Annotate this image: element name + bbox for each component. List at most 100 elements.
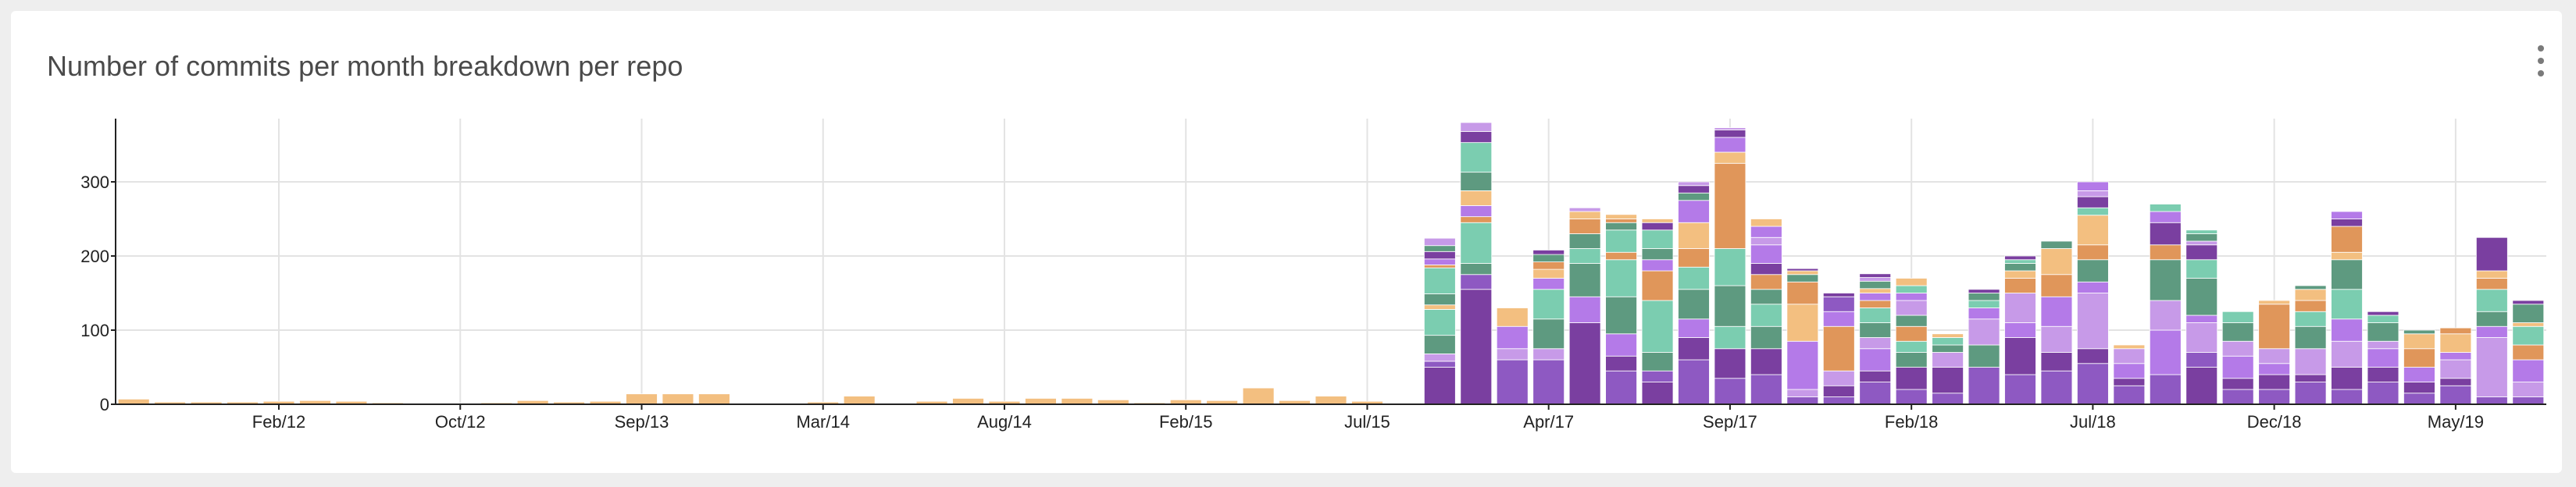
bar-segment xyxy=(1532,249,1565,255)
bar-segment xyxy=(1678,359,1710,405)
bar-segment xyxy=(2258,304,2291,350)
bar-segment xyxy=(1532,318,1565,350)
bar-segment xyxy=(2185,244,2218,261)
bar-segment xyxy=(1859,307,1892,323)
bar-segment xyxy=(1460,204,1493,218)
bar-segment xyxy=(1460,263,1493,275)
bar-segment xyxy=(2077,363,2109,405)
bar-segment xyxy=(1423,293,1456,306)
bar-segment xyxy=(2512,322,2545,327)
bar-segment xyxy=(1423,251,1456,260)
bar-segment xyxy=(1750,244,1782,264)
bar-segment xyxy=(1460,216,1493,223)
bar-segment xyxy=(2221,311,2254,323)
bar-segment xyxy=(2004,374,2036,405)
bar-segment xyxy=(1786,396,1819,405)
bar-segment xyxy=(1750,219,1782,227)
bar-segment xyxy=(2439,359,2472,379)
bar-segment xyxy=(1786,304,1819,342)
bar-segment xyxy=(1641,352,1674,371)
bar-segment xyxy=(1714,248,1746,286)
bar-segment xyxy=(1750,226,1782,238)
bar-segment xyxy=(1678,181,1710,187)
bar-segment xyxy=(2439,327,2472,335)
bar-segment xyxy=(1423,308,1456,336)
bar-segment xyxy=(2185,240,2218,246)
bar-segment xyxy=(2331,211,2363,219)
bar-segment xyxy=(1895,367,1928,390)
bar-segment xyxy=(1895,352,1928,368)
bar-segment xyxy=(1532,261,1565,270)
bar-segment xyxy=(1968,300,2000,308)
bar-segment xyxy=(2149,204,2182,212)
bar-segment xyxy=(1025,397,1057,405)
bar-segment xyxy=(2403,348,2435,368)
bar-segment xyxy=(1532,254,1565,263)
bar-segment xyxy=(1786,340,1819,390)
menu-dot xyxy=(2538,58,2544,64)
bar-segment xyxy=(2367,340,2399,350)
bar-segment xyxy=(1568,263,1601,297)
bar-segment xyxy=(1678,192,1710,201)
bar-segment xyxy=(1532,348,1565,361)
bar-segment xyxy=(2040,240,2073,249)
bar-segment xyxy=(1532,268,1565,279)
bar-segment xyxy=(2294,311,2327,327)
bar-segment xyxy=(1641,222,1674,231)
x-tick-label: Sep/13 xyxy=(615,412,669,432)
bar-segment xyxy=(1496,359,1529,405)
bar-segment xyxy=(1932,367,1964,394)
bar-segment xyxy=(843,396,876,405)
bar-segment xyxy=(1750,289,1782,305)
bar-segment xyxy=(1423,264,1456,268)
bar-segment xyxy=(1605,219,1637,223)
x-tick-label: Feb/18 xyxy=(1885,412,1939,432)
bar-segment xyxy=(2475,325,2508,338)
bar-segment xyxy=(2294,289,2327,301)
x-tick-label: Feb/12 xyxy=(252,412,306,432)
bar-segment xyxy=(2004,259,2036,264)
bar-segment xyxy=(2258,300,2291,305)
bar-segment xyxy=(1968,293,2000,301)
bar-segment xyxy=(1678,337,1710,361)
y-tick-label: 200 xyxy=(80,247,109,266)
bar-segment xyxy=(2475,289,2508,312)
bar-segment xyxy=(1605,214,1637,219)
bar-segment xyxy=(1750,236,1782,246)
bar-segment xyxy=(1605,229,1637,253)
bar-segment xyxy=(2258,363,2291,375)
bar-segment xyxy=(2077,244,2109,261)
bar-segment xyxy=(1641,259,1674,272)
bar-segment xyxy=(2077,293,2109,350)
bar-segment xyxy=(1568,322,1601,405)
bar-segment xyxy=(1714,348,1746,379)
bar-segment xyxy=(2077,348,2109,364)
x-tick-label: Apr/17 xyxy=(1523,412,1574,432)
bar-segment xyxy=(1605,355,1637,371)
bar-segment xyxy=(1968,367,2000,405)
bar-segment xyxy=(1460,172,1493,191)
bar-segment xyxy=(2367,348,2399,368)
bar-segment xyxy=(2077,215,2109,246)
bar-segment xyxy=(1822,296,1855,312)
bar-segment xyxy=(1822,370,1855,386)
bar-segment xyxy=(2258,374,2291,390)
y-axis-labels: 0 100 200 300 xyxy=(80,172,109,414)
bar-segment xyxy=(1678,289,1710,320)
bar-segment xyxy=(2004,263,2036,272)
bar-segment xyxy=(1678,222,1710,249)
bar-segment xyxy=(1750,304,1782,327)
bar-segment xyxy=(1786,281,1819,305)
bar-segment xyxy=(2403,382,2435,394)
bar-segment xyxy=(1786,389,1819,397)
bar-segment xyxy=(2403,333,2435,350)
bar-segment xyxy=(2040,248,2073,275)
bar-segment xyxy=(2077,281,2109,293)
y-tick-label: 100 xyxy=(80,321,109,340)
y-tick-label: 0 xyxy=(100,395,109,414)
kebab-menu-icon[interactable] xyxy=(2531,45,2551,76)
bar-segment xyxy=(2077,190,2109,197)
bar-segment xyxy=(1750,348,1782,375)
bar-segment xyxy=(2221,389,2254,405)
